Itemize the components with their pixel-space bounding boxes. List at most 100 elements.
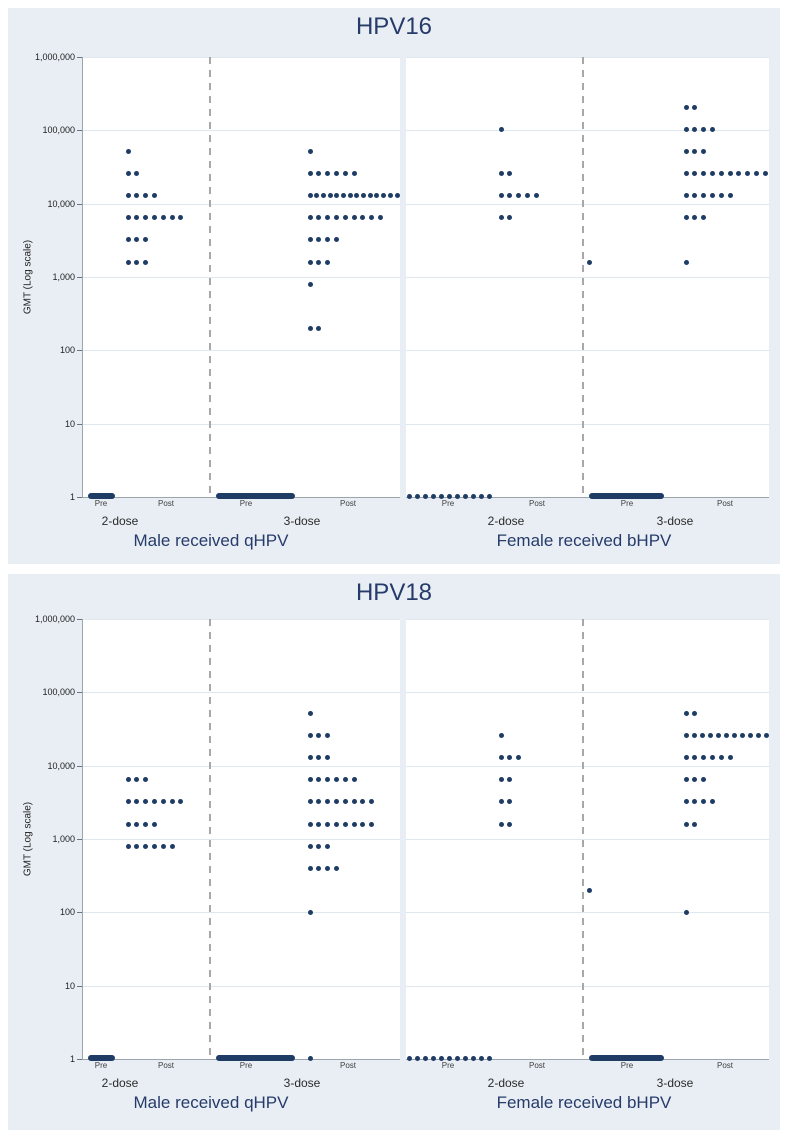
y-tick-mark (77, 912, 82, 914)
data-point (325, 865, 331, 871)
gridline (82, 985, 400, 987)
data-point (486, 493, 492, 499)
data-point (718, 755, 724, 761)
dose-divider-dashed-line (209, 619, 211, 1059)
y-tick-mark (77, 497, 82, 498)
data-point (692, 149, 698, 155)
data-point (134, 193, 140, 199)
data-point (683, 259, 689, 265)
data-point (143, 843, 149, 849)
data-point (134, 843, 140, 849)
data-point (692, 215, 698, 221)
gridline (82, 765, 400, 767)
data-point (351, 171, 357, 177)
x-tick-post: Post (528, 499, 546, 508)
data-point (151, 821, 157, 827)
data-point (325, 733, 331, 739)
x-tick-pre: Pre (620, 1061, 634, 1070)
x-tick-post: Post (339, 499, 357, 508)
data-point (316, 777, 322, 783)
y-tick-label: 1,000 (52, 834, 75, 844)
data-point (334, 193, 340, 199)
y-tick-label: 1 (69, 492, 75, 502)
gridline (82, 692, 400, 694)
data-point (143, 237, 149, 243)
data-point (430, 493, 436, 499)
y-axis-title-top: GMT (Log scale) (22, 239, 34, 315)
data-point (151, 215, 157, 221)
gridline (82, 839, 400, 840)
data-point (524, 193, 530, 199)
data-point (316, 259, 322, 265)
y-tick-mark (77, 692, 82, 694)
data-point (307, 799, 313, 805)
x-tick-post: Post (716, 1061, 734, 1070)
data-point (533, 193, 539, 199)
gridline (82, 277, 400, 278)
data-point (498, 171, 504, 177)
data-point (325, 755, 331, 761)
data-point (333, 799, 339, 805)
gridline (82, 350, 400, 352)
data-point (125, 171, 131, 177)
data-point (507, 193, 513, 199)
data-point (701, 149, 707, 155)
y-tick-label: 10 (64, 980, 75, 991)
data-point (498, 821, 504, 827)
data-point (333, 215, 339, 221)
data-point (414, 493, 420, 499)
data-point (307, 711, 313, 717)
x-tick-pre: Pre (94, 1061, 108, 1070)
data-point (307, 755, 313, 761)
y-tick-label: 1,000,000 (34, 52, 75, 62)
data-point (307, 843, 313, 849)
data-point (316, 215, 322, 221)
data-point (125, 843, 131, 849)
dose-group-label: 3-dose (283, 514, 321, 528)
data-point (683, 733, 689, 739)
y-tick-mark (77, 203, 82, 205)
data-point (701, 127, 707, 133)
data-point (381, 193, 387, 199)
x-axis-line (406, 1059, 769, 1060)
data-point (134, 799, 140, 805)
data-point (683, 755, 689, 761)
chart-title-hpv16: HPV16 (355, 13, 433, 40)
data-point (727, 755, 733, 761)
gridline (82, 619, 400, 620)
data-point (422, 493, 428, 499)
gridline (406, 765, 769, 767)
data-point (406, 493, 412, 499)
data-point (351, 215, 357, 221)
data-point (316, 865, 322, 871)
data-point (683, 909, 689, 915)
y-tick-mark (77, 619, 82, 620)
data-point (507, 171, 513, 177)
y-tick-mark (77, 130, 82, 132)
gridline (406, 839, 769, 840)
x-tick-post: Post (339, 1061, 357, 1070)
data-point (342, 215, 348, 221)
x-tick-pre: Pre (441, 1061, 455, 1070)
data-point (178, 799, 184, 805)
data-point (683, 171, 689, 177)
dose-divider-dashed-line (582, 57, 584, 497)
pre-dense-row (216, 493, 295, 499)
data-point (151, 193, 157, 199)
x-tick-post: Post (716, 499, 734, 508)
data-point (753, 171, 759, 177)
data-point (307, 865, 313, 871)
data-point (307, 281, 313, 287)
data-point (316, 755, 322, 761)
data-point (692, 105, 698, 110)
data-point (316, 821, 322, 827)
data-point (709, 799, 715, 805)
data-point (369, 215, 375, 221)
data-point (498, 127, 504, 133)
data-point (430, 1055, 436, 1061)
data-point (683, 193, 689, 199)
data-point (718, 171, 724, 177)
data-point (755, 733, 761, 739)
data-point (692, 777, 698, 783)
data-point (360, 799, 366, 805)
